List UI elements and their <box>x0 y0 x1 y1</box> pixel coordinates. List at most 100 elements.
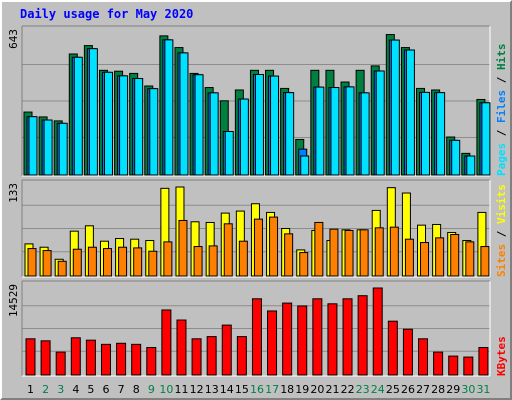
x-tick-label: 14 <box>220 383 234 396</box>
sites-bar <box>359 229 369 277</box>
x-tick-label: 2 <box>42 383 49 396</box>
legend-visits: Visits <box>495 184 508 224</box>
pages-bar <box>194 74 204 176</box>
x-tick-label: 25 <box>386 383 400 396</box>
sites-bar <box>253 218 263 277</box>
sites-bar <box>344 229 354 277</box>
pages-bar <box>436 92 446 176</box>
pages-bar <box>421 91 431 176</box>
kbytes-bar <box>221 324 232 376</box>
pages-bar <box>179 52 189 176</box>
pages-bar <box>73 56 83 176</box>
kbytes-bar <box>433 351 444 376</box>
sites-bar <box>465 241 475 277</box>
series-legend-label: KBytes <box>495 336 508 376</box>
x-tick-label: 10 <box>159 383 173 396</box>
sites-bar <box>27 248 37 277</box>
sites-bar <box>284 233 294 277</box>
kbytes-bar <box>448 355 459 376</box>
sites-bar <box>450 234 460 277</box>
kbytes-bar <box>357 295 368 376</box>
kbytes-bar <box>387 320 398 376</box>
sites-bar <box>420 242 430 277</box>
kbytes-bar <box>267 310 278 376</box>
sites-bar <box>208 245 218 277</box>
legend-separator: / <box>495 70 508 90</box>
pages-bar <box>466 155 476 176</box>
x-tick-label: 11 <box>175 383 189 396</box>
pages-bar <box>451 139 461 176</box>
x-tick-label: 19 <box>295 383 309 396</box>
sites-bar <box>223 223 233 277</box>
x-tick-label: 31 <box>476 383 490 396</box>
chart-title: Daily usage for May 2020 <box>20 7 193 21</box>
y-max-label: 643 <box>7 29 20 49</box>
series-legend-label: Pages / Files / Hits <box>495 44 508 177</box>
pages-bar <box>224 130 234 176</box>
x-tick-label: 27 <box>416 383 430 396</box>
pages-bar <box>209 92 219 176</box>
kbytes-bar <box>206 336 217 376</box>
x-tick-label: 22 <box>341 383 355 396</box>
sites-bar <box>480 246 490 277</box>
sites-bar <box>133 247 143 277</box>
x-tick-label: 30 <box>461 383 475 396</box>
pages-bar <box>149 88 159 176</box>
sites-bar <box>374 227 384 277</box>
x-tick-label: 9 <box>148 383 155 396</box>
kbytes-bar <box>100 343 111 376</box>
sites-bar <box>389 226 399 277</box>
kbytes-bar <box>236 336 247 376</box>
pages-bar <box>134 77 144 176</box>
sites-bar <box>193 246 203 277</box>
x-tick-label: 24 <box>371 383 385 396</box>
pages-bar <box>315 86 325 176</box>
sites-bar <box>57 260 67 277</box>
kbytes-bar <box>25 338 36 376</box>
pages-bar <box>405 49 415 176</box>
kbytes-bar <box>282 302 293 376</box>
pages-bar <box>103 71 113 176</box>
sites-bar <box>72 248 82 277</box>
legend-kbytes: KBytes <box>495 336 508 376</box>
x-tick-label: 17 <box>265 383 279 396</box>
pages-bar <box>58 122 68 176</box>
kbytes-bar <box>402 328 413 376</box>
kbytes-bar <box>463 356 474 376</box>
sites-bar <box>329 228 339 277</box>
sites-bar <box>87 246 97 277</box>
kbytes-bar <box>342 298 353 376</box>
pages-bar <box>270 75 280 176</box>
pages-bar <box>119 75 129 176</box>
pages-bar <box>254 74 264 176</box>
pages-bar <box>375 70 385 176</box>
y-max-label: 14529 <box>7 284 20 317</box>
y-max-label: 133 <box>7 183 20 203</box>
kbytes-bar <box>55 351 66 376</box>
legend-separator: / <box>495 224 508 244</box>
legend-hits: Hits <box>495 44 508 71</box>
kbytes-bar <box>161 309 172 376</box>
x-tick-label: 12 <box>190 383 204 396</box>
x-tick-label: 15 <box>235 383 249 396</box>
pages-bar <box>43 119 53 176</box>
pages-bar <box>164 39 174 176</box>
pages-bar <box>300 155 310 176</box>
kbytes-bar <box>297 305 308 376</box>
x-tick-label: 23 <box>356 383 370 396</box>
kbytes-bar <box>191 338 202 376</box>
kbytes-bar <box>131 343 142 376</box>
legend-separator: / <box>495 123 508 143</box>
x-tick-label: 3 <box>57 383 64 396</box>
sites-bar <box>148 250 158 277</box>
x-tick-label: 8 <box>133 383 140 396</box>
sites-bar <box>42 250 52 277</box>
pages-bar <box>239 98 249 176</box>
sites-bar <box>238 240 248 277</box>
x-tick-label: 5 <box>87 383 94 396</box>
x-tick-label: 13 <box>205 383 219 396</box>
kbytes-bar <box>372 287 383 376</box>
kbytes-bar <box>85 339 96 376</box>
x-tick-label: 29 <box>446 383 460 396</box>
